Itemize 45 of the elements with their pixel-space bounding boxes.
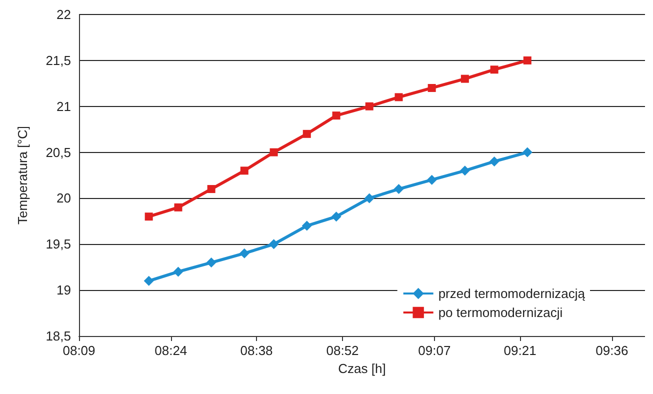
legend-label: przed termomodernizacją xyxy=(438,286,586,301)
point xyxy=(268,239,279,250)
point xyxy=(207,185,216,194)
y-tick-label: 20,5 xyxy=(46,144,71,160)
x-tick-label: 08:52 xyxy=(326,343,359,358)
point xyxy=(490,66,498,74)
point xyxy=(239,248,250,258)
point xyxy=(270,148,278,156)
point xyxy=(173,266,184,277)
point xyxy=(240,166,248,175)
y-tick-label: 21 xyxy=(56,98,71,114)
y-tick-label: 18,5 xyxy=(46,328,71,344)
point xyxy=(460,166,470,176)
point xyxy=(428,84,436,92)
point xyxy=(523,56,532,64)
x-tick-label: 08:38 xyxy=(240,343,273,358)
point xyxy=(331,212,342,222)
y-axis-title: Temperatura [°C] xyxy=(15,126,30,224)
point xyxy=(489,156,500,166)
x-axis-title: Czas [h] xyxy=(338,361,386,376)
point xyxy=(394,93,403,102)
legend-label: po termomodernizacji xyxy=(438,305,563,320)
y-tick-label: 22 xyxy=(56,7,71,22)
point xyxy=(460,74,469,83)
point xyxy=(332,112,340,120)
point xyxy=(365,102,374,110)
x-tick-label: 08:24 xyxy=(154,343,188,358)
point xyxy=(302,220,312,231)
point xyxy=(206,258,216,268)
point xyxy=(394,184,404,194)
x-tick-label: 09:07 xyxy=(418,343,451,358)
point xyxy=(364,193,374,204)
point xyxy=(426,174,437,185)
x-tick-label: 09:36 xyxy=(596,343,628,358)
y-tick-label: 19 xyxy=(56,282,71,298)
y-tick-label: 21,5 xyxy=(46,52,71,68)
x-tick-label: 08:09 xyxy=(62,343,96,358)
y-tick-label: 19,5 xyxy=(46,236,71,252)
point xyxy=(522,147,532,158)
point xyxy=(302,130,311,138)
y-tick-label: 20 xyxy=(56,190,71,206)
point xyxy=(174,203,182,212)
point xyxy=(144,212,153,221)
point xyxy=(144,276,154,286)
x-tick-label: 09:21 xyxy=(504,343,536,358)
